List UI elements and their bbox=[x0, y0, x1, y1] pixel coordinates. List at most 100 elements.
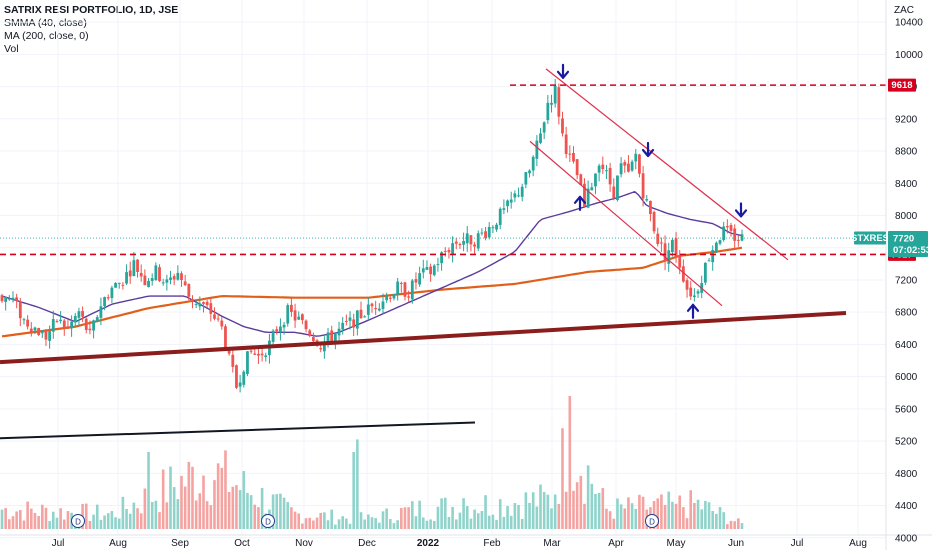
volume-bar bbox=[586, 465, 590, 529]
candle-body bbox=[660, 242, 663, 244]
arrow-down-icon bbox=[556, 63, 570, 79]
candle-body bbox=[410, 280, 414, 300]
volume-bar bbox=[194, 500, 198, 529]
volume-bar bbox=[132, 502, 136, 529]
volume-bar bbox=[436, 506, 440, 529]
support-trendline bbox=[0, 310, 847, 365]
volume-bar bbox=[601, 487, 605, 529]
volume-bar bbox=[656, 498, 660, 529]
volume-bar bbox=[363, 519, 366, 529]
candle-body bbox=[15, 297, 19, 301]
volume-bar bbox=[235, 485, 238, 529]
legend-vol[interactable]: Vol bbox=[4, 43, 19, 55]
volume-bar bbox=[150, 502, 154, 529]
candle-body bbox=[33, 327, 37, 331]
volume-bar bbox=[15, 511, 18, 529]
candle-body bbox=[355, 310, 359, 329]
volume-bar bbox=[125, 509, 128, 529]
volume-bar bbox=[410, 501, 414, 529]
candle-body bbox=[260, 353, 264, 356]
volume-bar bbox=[597, 492, 601, 529]
candle-body bbox=[678, 255, 682, 268]
volume-bar bbox=[487, 515, 491, 529]
candle-body bbox=[147, 280, 150, 287]
volume-bar bbox=[546, 494, 550, 529]
candle-body bbox=[176, 272, 180, 280]
volume-bar bbox=[11, 516, 15, 529]
annotation-arrow-up bbox=[686, 303, 700, 319]
volume-bar bbox=[213, 480, 216, 529]
volume-bar bbox=[220, 467, 224, 529]
y-tick-label: 8000 bbox=[895, 211, 918, 222]
candle-body bbox=[374, 308, 378, 310]
volume-bar bbox=[169, 466, 172, 529]
volume-bar bbox=[722, 512, 725, 529]
y-tick-label: 5200 bbox=[895, 437, 918, 448]
candle-body bbox=[670, 240, 674, 253]
candle-body bbox=[641, 173, 645, 199]
volume-bar bbox=[22, 520, 26, 529]
candle-body bbox=[51, 319, 55, 332]
candle-body bbox=[282, 324, 286, 328]
candle-body bbox=[370, 303, 374, 307]
candle-body bbox=[209, 303, 213, 314]
volume-bar bbox=[367, 514, 370, 529]
candle-body bbox=[106, 297, 110, 299]
candle-body bbox=[366, 304, 370, 315]
volume-bar bbox=[216, 463, 220, 529]
candle-body bbox=[495, 224, 498, 230]
candle-body bbox=[216, 318, 220, 320]
candle-body bbox=[319, 348, 323, 350]
volume-bar bbox=[312, 520, 315, 529]
candle-body bbox=[381, 301, 385, 309]
candle-body bbox=[84, 318, 88, 330]
candle-body bbox=[62, 320, 66, 328]
candle-body bbox=[363, 316, 367, 318]
volume-bar bbox=[715, 513, 718, 529]
candle-body bbox=[550, 102, 553, 105]
dividend-letter: D bbox=[649, 518, 655, 527]
volume-bar bbox=[359, 512, 363, 529]
volume-bar bbox=[671, 501, 674, 529]
candle-body bbox=[275, 329, 279, 332]
candle-body bbox=[198, 303, 202, 307]
volume-bar bbox=[231, 486, 235, 529]
volume-bar bbox=[443, 497, 447, 529]
legend-ma[interactable]: MA (200, close, 0) bbox=[4, 30, 89, 42]
volume-bar bbox=[356, 439, 359, 529]
volume-bar bbox=[696, 499, 700, 529]
candle-body bbox=[341, 322, 345, 330]
y-tick-label: 4000 bbox=[895, 533, 918, 544]
candle-body bbox=[388, 297, 392, 299]
candle-body bbox=[729, 225, 733, 231]
volume-bar bbox=[740, 523, 744, 529]
volume-bar bbox=[330, 509, 334, 529]
volume-bar bbox=[345, 518, 348, 529]
volume-bar bbox=[583, 503, 586, 529]
candle-body bbox=[311, 337, 315, 342]
legend-smma[interactable]: SMMA (40, close) bbox=[4, 17, 87, 29]
candle-body bbox=[487, 226, 491, 238]
candle-body bbox=[630, 161, 634, 171]
volume-bar bbox=[605, 508, 608, 529]
volume-bar bbox=[88, 520, 92, 529]
candle-body bbox=[66, 326, 70, 328]
candle-body bbox=[601, 164, 605, 170]
candle-body bbox=[649, 200, 652, 215]
candle-body bbox=[172, 276, 176, 280]
volume-bar bbox=[506, 506, 509, 529]
candle-body bbox=[103, 297, 106, 307]
y-tick-label: 4400 bbox=[895, 501, 918, 512]
volume-bar bbox=[682, 507, 685, 529]
candle-body bbox=[304, 320, 308, 330]
candle-body bbox=[290, 304, 293, 312]
volume-bar bbox=[40, 504, 44, 529]
candle-body bbox=[425, 267, 429, 270]
candle-body bbox=[180, 273, 183, 280]
candle-body bbox=[462, 240, 465, 245]
volume-bar bbox=[689, 490, 693, 529]
candle-body bbox=[440, 252, 444, 264]
volume-bar bbox=[282, 497, 286, 529]
volume-bar bbox=[517, 504, 520, 529]
